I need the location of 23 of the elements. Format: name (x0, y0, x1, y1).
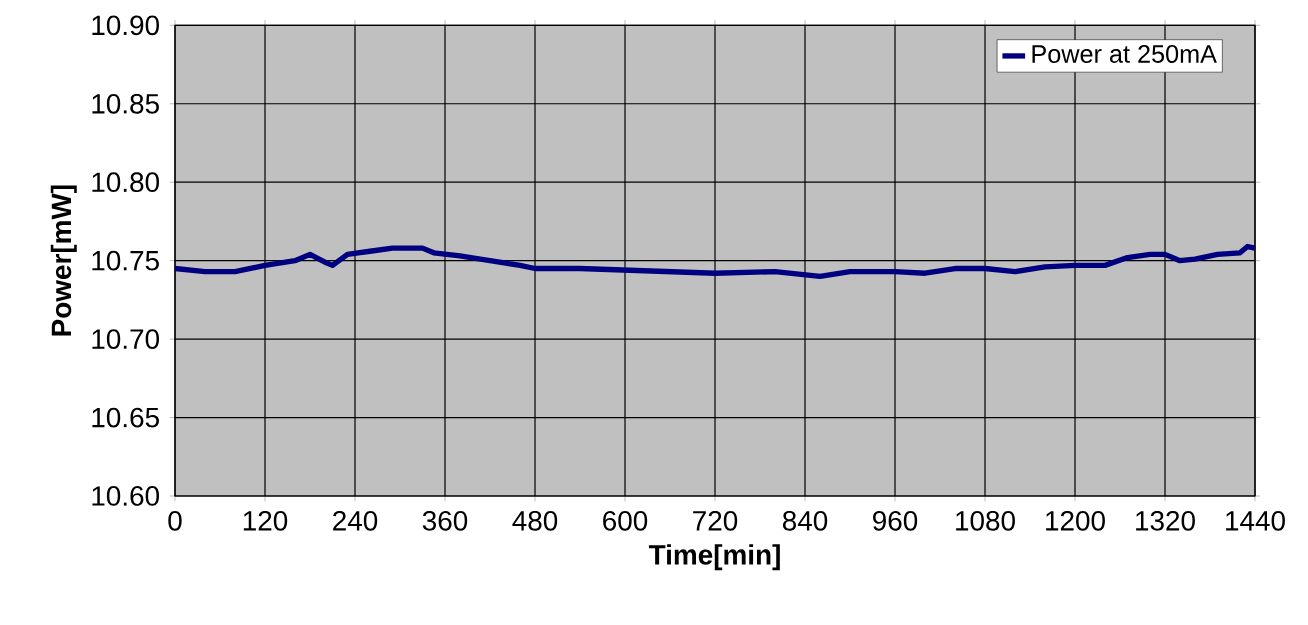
x-tick-label: 720 (693, 510, 738, 531)
y-tick-label: 10.75 (92, 250, 159, 271)
y-tick-label: 10.60 (92, 486, 159, 506)
y-tick-label: 10.65 (92, 407, 159, 428)
x-tick-label: 600 (603, 510, 648, 531)
y-tick-label: 10.70 (92, 329, 159, 349)
x-tick-label: 1440 (1226, 510, 1285, 531)
y-axis-title: Power[mW] (50, 185, 77, 336)
x-tick-label: 480 (512, 510, 558, 531)
x-tick-label: 1320 (1136, 510, 1195, 531)
x-tick-label: 1080 (956, 510, 1015, 531)
y-tick-label: 10.80 (92, 172, 159, 193)
x-tick-label: 960 (873, 510, 918, 531)
x-tick-label: 1200 (1046, 510, 1105, 531)
x-tick-label: 240 (333, 510, 378, 531)
y-tick-label: 10.85 (92, 93, 159, 114)
x-axis-title: Time[min] (648, 544, 780, 571)
x-tick-label: 0 (168, 510, 182, 531)
x-tick-label: 840 (782, 510, 828, 531)
y-tick-label: 10.90 (92, 15, 159, 36)
x-tick-label: 120 (243, 510, 288, 531)
x-tick-label: 360 (422, 510, 468, 531)
legend-label: Power at 250mA (1032, 45, 1217, 63)
